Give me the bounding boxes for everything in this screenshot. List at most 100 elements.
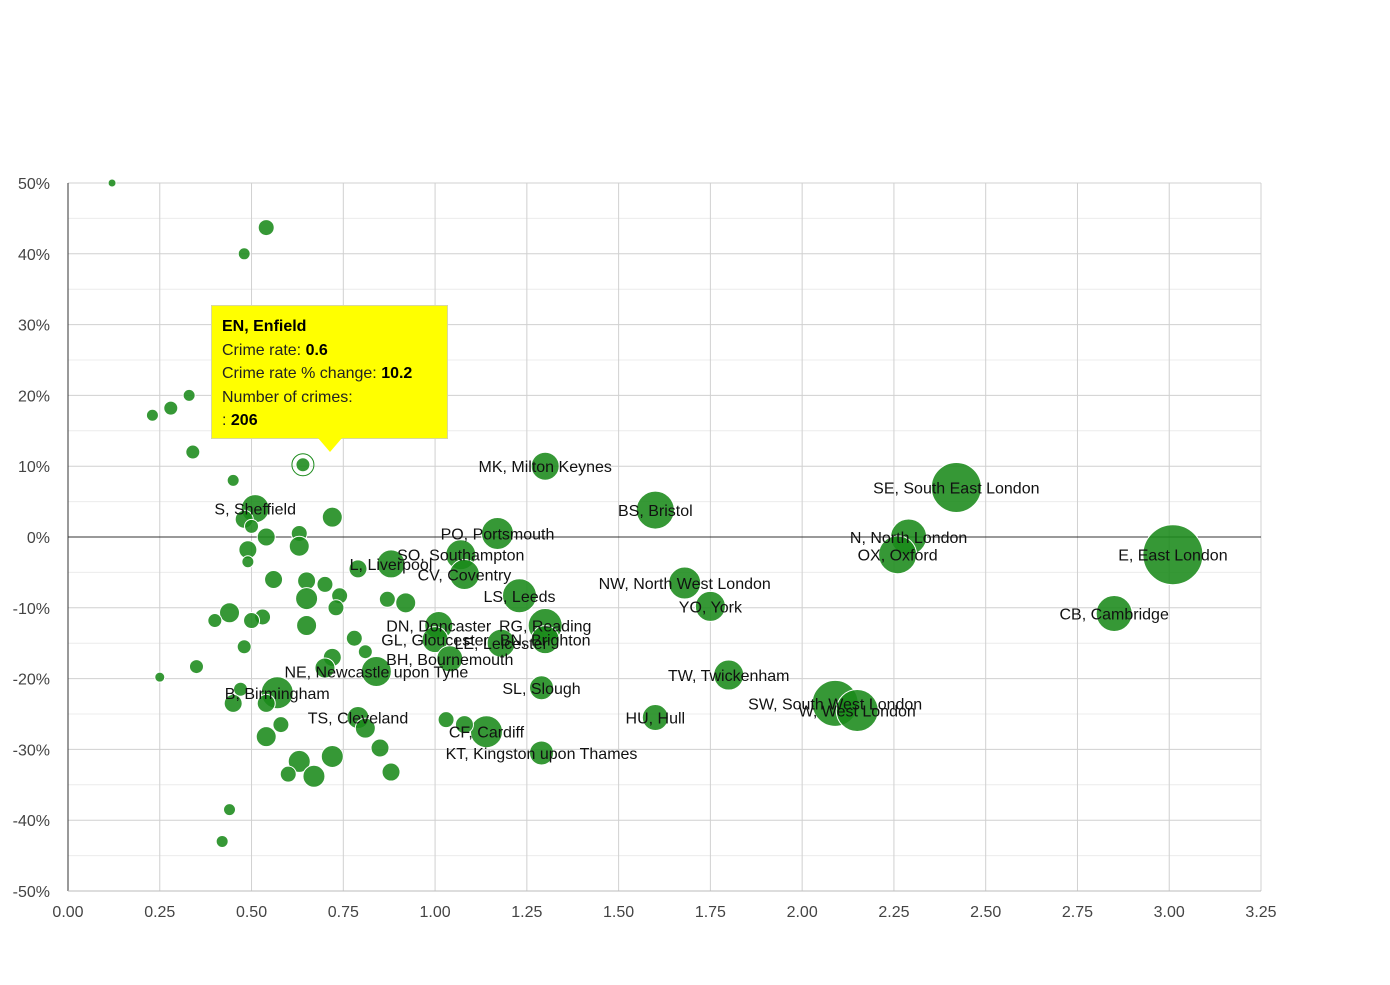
bubble-bh[interactable] (436, 645, 464, 673)
bubble-label: CV, Coventry (418, 568, 512, 585)
bubble[interactable] (154, 671, 166, 683)
bubble-bn[interactable] (530, 625, 560, 655)
y-tick-label: -50% (13, 884, 50, 901)
bubble-label: SO, Southampton (397, 548, 524, 565)
bubble-po[interactable] (480, 516, 514, 550)
y-tick-label: -40% (13, 813, 50, 830)
x-tick-label: 3.25 (1245, 904, 1276, 921)
bubble[interactable] (107, 178, 117, 188)
bubble-label: KT, Kingston upon Thames (446, 746, 638, 763)
bubble-label: N, North London (850, 530, 967, 547)
bubble-labels: MK, Milton Keynes SE, South East London BS… (214, 459, 1227, 763)
bubble[interactable] (320, 744, 344, 768)
bubble-label: BS, Bristol (618, 503, 693, 520)
bubble-kt[interactable] (529, 740, 555, 766)
bubble-hu[interactable] (641, 704, 669, 732)
bubble[interactable] (295, 587, 319, 611)
bubble[interactable] (321, 506, 343, 528)
y-tick-label: 40% (18, 247, 50, 264)
bubble[interactable] (256, 527, 276, 547)
bubble[interactable] (223, 803, 237, 817)
bubble[interactable] (256, 693, 276, 713)
bubble[interactable] (219, 602, 241, 624)
bubble[interactable] (327, 599, 345, 617)
tooltip-rate-value: 0.6 (305, 341, 328, 359)
bubble-tw[interactable] (713, 659, 745, 691)
bubble[interactable] (437, 711, 455, 729)
bubble[interactable] (185, 444, 201, 460)
bubble-e[interactable] (1142, 524, 1204, 586)
bubble[interactable] (264, 569, 284, 589)
axes: 50% 40% 30% 20% 10% 0% -10% -20% -30% -40% -50%0.0… (13, 176, 1277, 921)
bubble[interactable] (145, 408, 159, 422)
bubble[interactable] (215, 834, 229, 848)
tooltip-count-label: Number of crimes: (222, 388, 353, 406)
bubble-sl[interactable] (529, 675, 555, 701)
bubble[interactable] (370, 738, 390, 758)
y-tick-label: 10% (18, 459, 50, 476)
bubble[interactable] (237, 247, 251, 261)
bubble-l[interactable] (376, 549, 406, 579)
bubble-cb[interactable] (1095, 594, 1133, 632)
bubble[interactable] (272, 716, 290, 734)
bubble[interactable] (454, 715, 474, 735)
tooltip-count-prefix: : (222, 412, 227, 429)
bubble[interactable] (316, 575, 334, 593)
bubble-mk[interactable] (530, 451, 560, 481)
x-tick-label: 2.25 (878, 904, 909, 921)
bubble[interactable] (255, 726, 277, 748)
bubble-label: HU, Hull (626, 711, 686, 728)
bubble-label: RG, Reading (499, 619, 592, 636)
bubble[interactable] (226, 473, 240, 487)
bubble-nw[interactable] (668, 566, 702, 600)
bubble[interactable] (279, 765, 297, 783)
bubble[interactable] (381, 762, 401, 782)
bubble-gl[interactable] (421, 626, 449, 654)
bubble[interactable] (233, 681, 249, 697)
tooltip-pointer (318, 438, 342, 452)
bubble[interactable] (395, 592, 417, 614)
tooltip-change-label: Crime rate % change: (222, 365, 377, 382)
bubble[interactable] (357, 644, 373, 660)
bubble-ls[interactable] (502, 578, 538, 614)
bubble[interactable] (287, 749, 311, 773)
bubble[interactable] (188, 659, 204, 675)
bubble[interactable] (288, 535, 310, 557)
bubble[interactable] (163, 400, 179, 416)
bubble-ox[interactable] (878, 535, 918, 575)
bubble-cv[interactable] (448, 559, 480, 591)
bubble[interactable] (223, 693, 243, 713)
bubble[interactable] (345, 629, 363, 647)
bubble[interactable] (296, 615, 318, 636)
bubble[interactable] (314, 657, 336, 679)
bubble-yo[interactable] (694, 590, 726, 622)
bubble-label: W, West London (799, 703, 916, 720)
bubble-label: LS, Leeds (483, 589, 555, 606)
x-tick-label: 0.00 (52, 904, 83, 921)
x-tick-label: 0.75 (328, 904, 359, 921)
bubble[interactable] (354, 717, 376, 739)
bubble-ne[interactable] (360, 656, 392, 688)
bubble-le[interactable] (486, 628, 516, 658)
bubble-highlight-ring (291, 453, 315, 477)
bubble[interactable] (257, 219, 275, 237)
bubble-bs[interactable] (635, 490, 675, 530)
bubble[interactable] (182, 388, 196, 402)
x-tick-label: 2.00 (787, 904, 818, 921)
bubble[interactable] (302, 764, 326, 788)
bubble-w[interactable] (835, 688, 879, 732)
bubble-se[interactable] (930, 461, 982, 513)
bubble[interactable] (207, 613, 223, 629)
bubble-label: S, Sheffield (214, 502, 296, 519)
bubbles (107, 178, 1204, 848)
bubble[interactable] (244, 518, 260, 534)
bubble[interactable] (348, 559, 368, 579)
bubble-label: YO, York (679, 599, 743, 616)
bubble[interactable] (243, 612, 261, 630)
bubble[interactable] (236, 639, 252, 655)
y-tick-label: -20% (13, 672, 50, 689)
tooltip-count-value: 206 (230, 412, 258, 429)
bubble[interactable] (378, 590, 396, 608)
bubble[interactable] (241, 555, 255, 569)
bubble-en[interactable] (295, 457, 311, 473)
